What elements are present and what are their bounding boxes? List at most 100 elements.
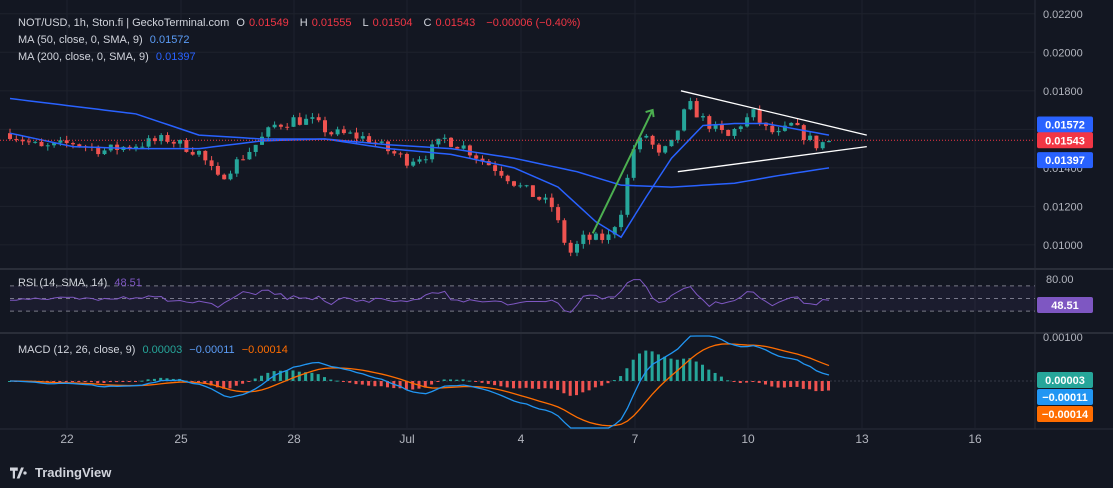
candle-body (499, 170, 504, 176)
macd-hist-bar (461, 379, 465, 381)
low-label: L 0.01504 (363, 17, 417, 29)
high-letter: H (299, 17, 308, 29)
candle-body (77, 144, 82, 147)
macd-signal-line (9, 343, 830, 427)
macd-label: MACD (12, 26, close, 9) (18, 344, 136, 356)
macd-hist-bar (190, 381, 194, 383)
price-axis: 0.010000.012000.014000.016000.018000.020… (60, 9, 1082, 446)
candle-body (159, 135, 164, 142)
ma200-line (9, 97, 830, 188)
candle-body (209, 160, 214, 166)
last-price-label-bg (1037, 132, 1093, 149)
price-tick-0: 0.01000 (1043, 240, 1083, 252)
macd-hist-bar (638, 353, 641, 381)
ma50-value: 0.01572 (149, 34, 190, 46)
candles (8, 97, 831, 257)
candle-body (247, 151, 252, 160)
candle-body (52, 142, 57, 146)
candle-body (556, 207, 561, 221)
candle-body (291, 117, 296, 127)
ma200-legend[interactable]: MA (200, close, 0, SMA, 9) 0.01397 (18, 50, 200, 64)
candle-body (745, 117, 750, 127)
ma200-price-label-bg (1037, 152, 1093, 169)
macd-hist-bar (656, 354, 660, 381)
trend-arrow-line (591, 109, 654, 234)
macd-legend[interactable]: MACD (12, 26, close, 9) 0.00003 −0.00011… (18, 343, 292, 357)
macd-hist-bar (455, 379, 459, 381)
macd-hist-bar (751, 381, 755, 382)
candle-body (449, 137, 453, 147)
macd-hist-bar (329, 379, 333, 381)
macd-hist-bar (682, 358, 686, 381)
candle-body (71, 143, 75, 145)
candle-body (518, 185, 523, 187)
macd-line (9, 335, 830, 429)
candle-body (631, 149, 636, 178)
time-tick-7: 13 (855, 432, 869, 446)
macd-hist-bar (631, 359, 635, 381)
candle-body (549, 197, 554, 208)
macd-hist-bar (228, 381, 232, 389)
candle-body (14, 138, 19, 140)
candle-body (600, 233, 605, 240)
tradingview-logo[interactable]: TradingView (10, 465, 111, 480)
macd-hist-bar (587, 381, 591, 391)
candle-body (367, 136, 372, 143)
macd-hist-bar (159, 377, 163, 381)
rsi-legend[interactable]: RSI (14, SMA, 14) 48.51 (18, 276, 146, 290)
macd-hist-bar (341, 381, 345, 382)
candle-body (442, 137, 447, 139)
candle-body (801, 125, 806, 140)
macd-hist-bar (549, 381, 553, 389)
macd-hist-bar (266, 372, 270, 381)
candle-body (707, 116, 712, 129)
candle-body (694, 101, 699, 118)
candle-body (354, 132, 359, 139)
macd-hist-bar (140, 380, 144, 382)
macd-hist-bar (411, 381, 415, 390)
time-tick-2: 28 (287, 432, 301, 446)
ma200-label: MA (200, close, 0, SMA, 9) (18, 51, 149, 63)
macd-hist-bar (316, 374, 320, 381)
brand-label: TradingView (35, 465, 112, 480)
rsi-line (9, 279, 830, 313)
ma50-price-label-bg (1037, 116, 1093, 133)
macd-hist-bar (146, 379, 150, 381)
candle-body (171, 141, 176, 144)
candle-body (360, 136, 365, 139)
symbol-label[interactable]: NOT/USD, 1h, Ston.fi | GeckoTerminal.com (18, 17, 230, 29)
candle-body (638, 137, 642, 150)
candle-body (430, 144, 435, 160)
candle-body (524, 185, 529, 187)
candle-body (266, 127, 271, 137)
macd-hist-bar (134, 381, 137, 382)
candle-body (663, 146, 668, 153)
macd-hist-bar (127, 381, 131, 382)
candle-body (26, 141, 31, 143)
candle-body (770, 125, 775, 133)
candle-body (455, 146, 460, 149)
macd-hist-bar (556, 381, 560, 390)
close-value: 0.01543 (435, 17, 476, 29)
price-tick-5: 0.02000 (1043, 47, 1083, 59)
ma200-value: 0.01397 (155, 51, 196, 63)
candle-body (789, 122, 794, 126)
macd-hist-bar (304, 372, 308, 381)
macd-hist-bar (386, 381, 389, 388)
macd-hist-bar (770, 381, 774, 387)
macd-hist-bar (241, 381, 245, 384)
open-value: 0.01549 (248, 17, 289, 29)
last-price-label: 0.01543 (1045, 135, 1085, 147)
candle-body (808, 135, 813, 140)
candle-body (417, 159, 422, 162)
price-labels: 0.01572 0.01543 0.01397 48.51 0.00003 −0.0001… (1037, 116, 1093, 422)
macd-signal-label: −0.00014 (1042, 409, 1089, 421)
low-letter: L (362, 17, 369, 29)
macd-hist-bar (215, 381, 219, 388)
ma50-legend[interactable]: MA (50, close, 0, SMA, 9) 0.01572 (18, 33, 194, 47)
macd-hist-bar (203, 381, 207, 384)
candle-body (39, 141, 44, 147)
macd-hist-bar (467, 380, 471, 382)
candle-body (732, 128, 737, 136)
